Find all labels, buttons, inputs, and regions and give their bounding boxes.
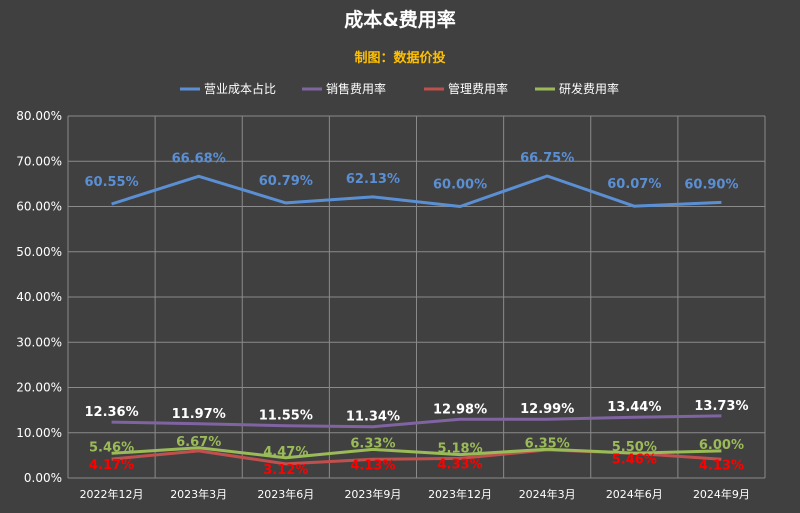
series-lines <box>111 174 722 466</box>
x-tick-label: 2024年9月 <box>693 487 750 501</box>
data-labels: 60.55% 66.68% 60.79% 62.13% 60.00% 66.75% 60.0… <box>84 151 748 478</box>
x-axis: 2022年12月 2023年3月 2023年6月 2023年9月 2023年12月 202… <box>80 487 750 501</box>
y-tick-label: 80.00% <box>16 109 62 123</box>
series-line <box>111 446 722 460</box>
series-line <box>111 414 722 429</box>
data-label: 60.90% <box>684 177 738 192</box>
data-label: 12.36% <box>84 405 138 420</box>
data-label: 66.68% <box>172 151 226 166</box>
x-tick-label: 2023年12月 <box>428 487 492 501</box>
data-label: 4.13% <box>699 458 744 473</box>
data-label: 5.46% <box>89 440 134 455</box>
x-tick-label: 2023年3月 <box>170 487 227 501</box>
y-tick-label: 70.00% <box>16 154 62 168</box>
y-axis: 0.00% 10.00% 20.00% 30.00% 40.00% 50.00% 60.00… <box>16 109 62 485</box>
chart-title: 成本&费用率 <box>344 8 456 31</box>
data-label: 66.75% <box>520 151 574 166</box>
data-label: 13.73% <box>694 399 748 414</box>
series-line <box>111 174 722 208</box>
x-tick-label: 2024年3月 <box>519 487 576 501</box>
legend-label: 研发费用率 <box>559 81 619 96</box>
data-label: 4.13% <box>350 458 395 473</box>
data-label: 5.46% <box>612 452 657 467</box>
data-label: 60.07% <box>607 177 661 192</box>
data-label: 60.00% <box>433 178 487 193</box>
y-tick-label: 40.00% <box>16 290 62 304</box>
data-label: 13.44% <box>607 400 661 415</box>
data-label: 6.33% <box>350 436 395 451</box>
data-label: 4.47% <box>263 445 308 460</box>
y-tick-label: 50.00% <box>16 245 62 259</box>
data-label: 60.79% <box>259 174 313 189</box>
y-tick-label: 20.00% <box>16 381 62 395</box>
y-tick-label: 0.00% <box>24 471 62 485</box>
data-label: 6.35% <box>525 436 570 451</box>
data-label: 62.13% <box>346 172 400 187</box>
data-label: 6.00% <box>699 438 744 453</box>
legend-label: 营业成本占比 <box>204 81 276 96</box>
y-tick-label: 10.00% <box>16 426 62 440</box>
data-label: 4.17% <box>89 458 134 473</box>
data-label: 11.97% <box>172 407 226 422</box>
legend-label: 销售费用率 <box>326 81 386 96</box>
x-tick-label: 2023年9月 <box>344 487 401 501</box>
y-tick-label: 30.00% <box>16 335 62 349</box>
data-label: 5.18% <box>438 442 483 457</box>
chart-subtitle: 制图：数据价投 <box>354 50 445 66</box>
x-tick-label: 2023年6月 <box>257 487 314 501</box>
data-label: 11.55% <box>259 409 313 424</box>
data-label: 12.99% <box>520 402 574 417</box>
data-label: 6.67% <box>176 435 221 450</box>
y-tick-label: 60.00% <box>16 200 62 214</box>
data-label: 60.55% <box>84 175 138 190</box>
grid-lines <box>67 115 766 479</box>
x-tick-label: 2022年12月 <box>80 487 144 501</box>
data-label: 12.98% <box>433 402 487 417</box>
data-label: 5.50% <box>612 440 657 455</box>
legend: 营业成本占比 销售费用率 管理费用率 研发费用率 <box>180 81 619 96</box>
data-label: 4.33% <box>438 457 483 472</box>
data-label: 3.12% <box>263 463 308 478</box>
legend-label: 管理费用率 <box>448 81 508 96</box>
x-tick-label: 2024年6月 <box>606 487 663 501</box>
data-label: 11.34% <box>346 410 400 425</box>
